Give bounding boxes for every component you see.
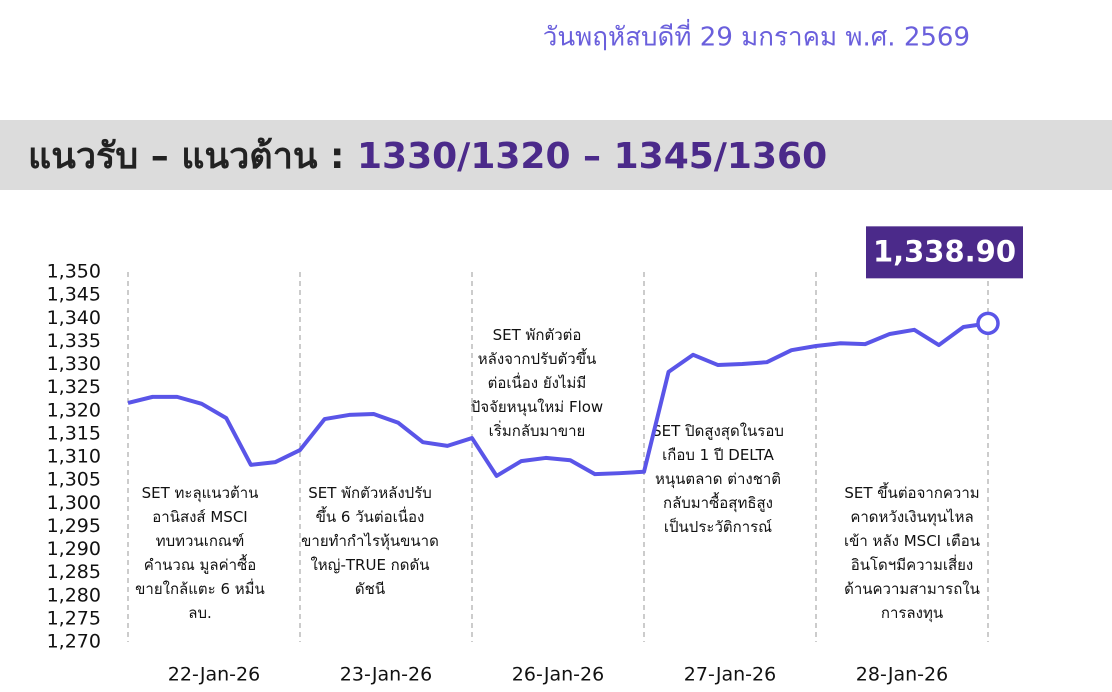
annotation-line: หนุนตลาด ต่างชาติ — [655, 470, 781, 489]
annotation-line: ขึ้น 6 วันต่อเนื่อง — [316, 506, 425, 526]
annotation: SET ปิดสูงสุดในรอบเกือบ 1 ปี DELTA หนุนตล… — [652, 422, 784, 536]
title-levels: 1330/1320 – 1345/1360 — [357, 136, 827, 177]
x-tick-label: 26-Jan-26 — [512, 664, 604, 686]
annotation-line: ขายทำกำไรหุ้นขนาด — [301, 532, 439, 551]
annotation-line: ทบทวนเกณฑ์ — [156, 532, 245, 550]
y-tick-label: 1,310 — [47, 446, 101, 468]
y-tick-label: 1,350 — [47, 261, 101, 283]
y-tick-label: 1,340 — [47, 307, 101, 329]
x-tick-label: 22-Jan-26 — [168, 664, 260, 686]
y-tick-label: 1,285 — [47, 561, 101, 583]
annotation: SET พักตัวต่อหลังจากปรับตัวขึ้นต่อเนื่อง… — [471, 326, 603, 440]
x-tick-label: 28-Jan-26 — [856, 664, 948, 686]
y-tick-label: 1,295 — [47, 515, 101, 537]
y-tick-label: 1,315 — [47, 422, 101, 444]
y-tick-label: 1,270 — [47, 631, 101, 653]
last-label: 1,338.90 — [873, 234, 1016, 268]
y-tick-label: 1,320 — [47, 399, 101, 421]
annotation-line: SET พักตัวหลังปรับ — [308, 484, 432, 502]
y-tick-label: 1,330 — [47, 353, 101, 375]
annotation-line: คาดหวังเงินทุนไหล — [850, 508, 973, 527]
annotation-line: กลับมาซื้อสุทธิสูง — [663, 492, 773, 513]
last-label-box — [866, 226, 1023, 279]
annotation-line: เข้า หลัง MSCI เตือน — [844, 532, 980, 550]
annotation-line: ต่อเนื่อง ยังไม่มี — [488, 372, 587, 392]
annotation-line: ปัจจัยหนุนใหม่ Flow — [471, 398, 603, 417]
annotation-line: คำนวณ มูลค่าซื้อ — [144, 554, 257, 574]
title-band — [0, 120, 1112, 190]
annotation: SET ขึ้นต่อจากความคาดหวังเงินทุนไหลเข้า … — [844, 482, 980, 623]
annotation-line: เกือบ 1 ปี DELTA — [662, 446, 774, 464]
date-text: วันพฤหัสบดีที่ 29 มกราคม พ.ศ. 2569 — [543, 19, 970, 53]
y-tick-label: 1,290 — [47, 538, 101, 560]
title-text: แนวรับ – แนวต้าน : — [28, 136, 357, 177]
y-tick-label: 1,305 — [47, 469, 101, 491]
annotation: SET ทะลุแนวต้านอานิสงส์ MSCI ทบทวนเกณฑ์คำ… — [135, 484, 265, 622]
annotation-line: ขายใกล้แตะ 6 หมื่น — [135, 578, 265, 598]
annotation-line: อานิสงส์ MSCI — [152, 508, 247, 526]
annotation-line: เป็นประวัติการณ์ — [664, 517, 772, 536]
annotation-line: ใหญ่-TRUE กดดัน — [310, 556, 429, 574]
y-tick-label: 1,325 — [47, 376, 101, 398]
last-point — [976, 311, 1000, 336]
annotation: SET พักตัวหลังปรับขึ้น 6 วันต่อเนื่องขาย… — [301, 484, 439, 598]
y-tick-label: 1,335 — [47, 330, 101, 352]
annotation-line: หลังจากปรับตัวขึ้น — [478, 348, 596, 368]
chart-title: แนวรับ – แนวต้าน : 1330/1320 – 1345/1360 — [28, 136, 827, 177]
annotation-line: เริ่มกลับมาขาย — [489, 420, 586, 440]
x-tick-label: 23-Jan-26 — [340, 664, 432, 686]
y-tick-label: 1,275 — [47, 607, 101, 629]
y-tick-label: 1,300 — [47, 492, 101, 514]
annotation-line: ดัชนี — [355, 580, 385, 598]
y-tick-label: 1,280 — [47, 584, 101, 606]
annotation-line: SET พักตัวต่อ — [493, 326, 582, 344]
annotation-line: SET ขึ้นต่อจากความ — [844, 482, 979, 502]
annotation-line: SET ทะลุแนวต้าน — [142, 484, 259, 503]
annotation-line: ด้านความสามารถใน — [844, 580, 980, 598]
annotation-line: SET ปิดสูงสุดในรอบ — [652, 422, 784, 441]
series-line — [127, 321, 989, 478]
annotation-line: ลบ. — [188, 604, 211, 622]
annotation-line: อินโดฯมีความเสี่ยง — [851, 554, 974, 574]
x-tick-label: 27-Jan-26 — [684, 664, 776, 686]
annotation-line: การลงทุน — [881, 604, 943, 623]
y-tick-label: 1,345 — [47, 284, 101, 306]
